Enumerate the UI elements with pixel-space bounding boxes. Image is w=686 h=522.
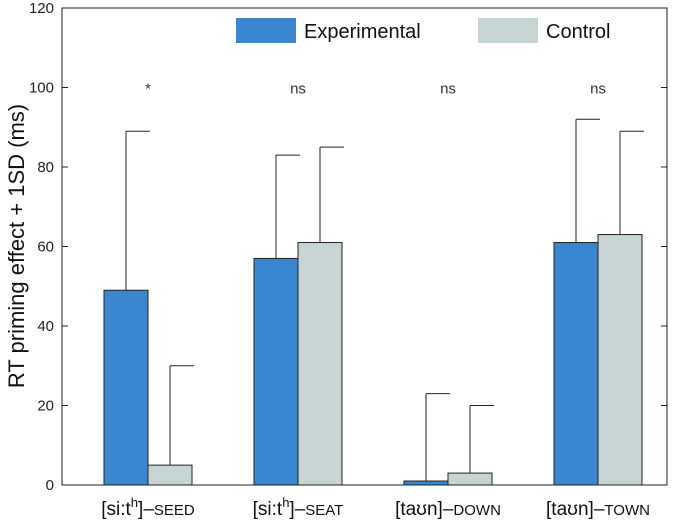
y-tick-label: 100: [29, 80, 54, 97]
significance-label: ns: [290, 81, 306, 98]
y-tick-label: 20: [37, 398, 54, 415]
control-bar: [147, 464, 193, 486]
significance-label: *: [145, 81, 151, 98]
legend-label: Experimental: [304, 21, 421, 43]
control-bar: [447, 472, 493, 486]
legend-label: Control: [546, 21, 610, 43]
y-tick-label: 40: [37, 318, 54, 335]
y-tick-label: 80: [37, 159, 54, 176]
category-label: [si:th]–SEAT: [253, 495, 344, 520]
significance-labels: * ns ns ns: [145, 81, 606, 98]
category-label: [taʊn]–TOWN: [546, 499, 650, 520]
axes: 0 20 40 60 80 100 120: [29, 0, 668, 494]
experimental-legend-swatch: [236, 18, 296, 43]
y-axis-label: RT priming effect + 1SD (ms): [4, 104, 29, 388]
control-bar: [297, 242, 343, 486]
experimental-bar: [553, 242, 599, 486]
experimental-bar: [403, 480, 449, 486]
experimental-bar: [103, 289, 149, 486]
category-label: [taʊn]–DOWN: [395, 499, 501, 520]
legend: Experimental Control: [236, 18, 610, 43]
y-tick-label: 120: [29, 0, 54, 17]
control-bar: [597, 234, 643, 486]
significance-label: ns: [590, 81, 606, 98]
y-tick-label: 60: [37, 239, 54, 256]
category-label: [si:th]–SEED: [101, 495, 195, 520]
experimental-bar: [253, 257, 299, 486]
category-labels: [si:th]–SEED [si:th]–SEAT [taʊn]–DOWN [taʊn…: [101, 495, 650, 520]
error-bars: [125, 118, 644, 482]
y-tick-label: 0: [46, 477, 54, 494]
control-legend-swatch: [478, 18, 538, 43]
bars: [103, 234, 643, 486]
significance-label: ns: [440, 81, 456, 98]
